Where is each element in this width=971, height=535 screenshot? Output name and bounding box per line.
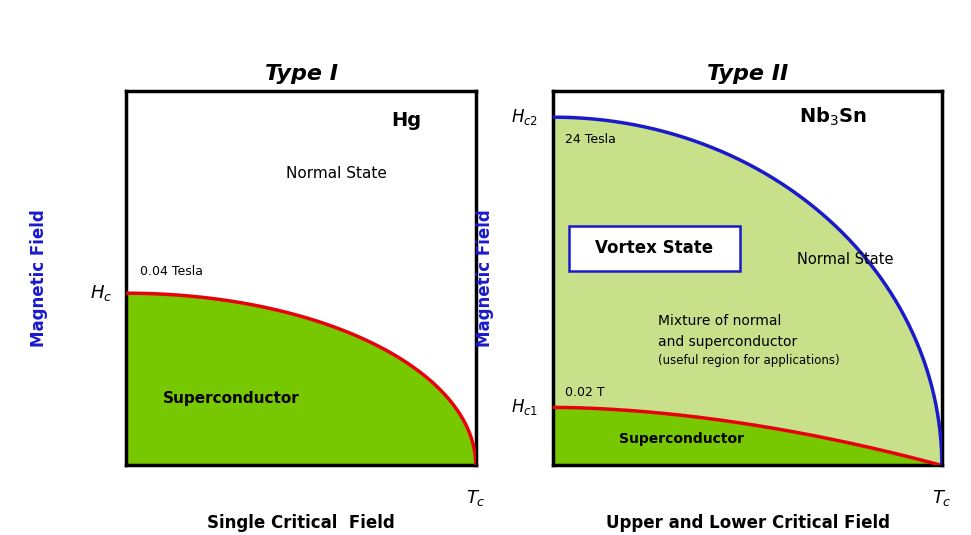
Text: $H_c$: $H_c$ [90,283,113,303]
Text: Nb$_3$Sn: Nb$_3$Sn [799,106,867,128]
Text: Upper and Lower Critical Field: Upper and Lower Critical Field [606,514,889,532]
Title: Type I: Type I [264,64,338,84]
Text: Magnetic Field: Magnetic Field [30,209,48,347]
Text: $T_c$: $T_c$ [466,488,486,508]
Text: Magnetic Field: Magnetic Field [477,209,494,347]
Text: Superconductor: Superconductor [163,391,299,406]
Text: (useful region for applications): (useful region for applications) [658,354,840,367]
Text: Normal State: Normal State [285,166,386,181]
Text: Single Critical  Field: Single Critical Field [207,514,395,532]
Text: 24 Tesla: 24 Tesla [565,133,616,146]
Text: and superconductor: and superconductor [658,335,797,349]
Text: $H_{c2}$: $H_{c2}$ [511,107,538,127]
Text: Vortex State: Vortex State [595,239,714,257]
Polygon shape [126,293,476,465]
Text: $H_{c1}$: $H_{c1}$ [511,398,538,417]
Title: Type II: Type II [707,64,788,84]
Text: 0.04 Tesla: 0.04 Tesla [140,265,203,278]
Polygon shape [553,408,942,465]
Text: Hg: Hg [390,111,421,131]
Polygon shape [553,117,942,465]
Text: Mixture of normal: Mixture of normal [658,314,782,328]
Text: Normal State: Normal State [796,252,893,267]
Text: $T_c$: $T_c$ [932,488,952,508]
Bar [569,226,740,271]
Text: 0.02 T: 0.02 T [565,386,605,399]
Text: Superconductor: Superconductor [619,432,744,446]
